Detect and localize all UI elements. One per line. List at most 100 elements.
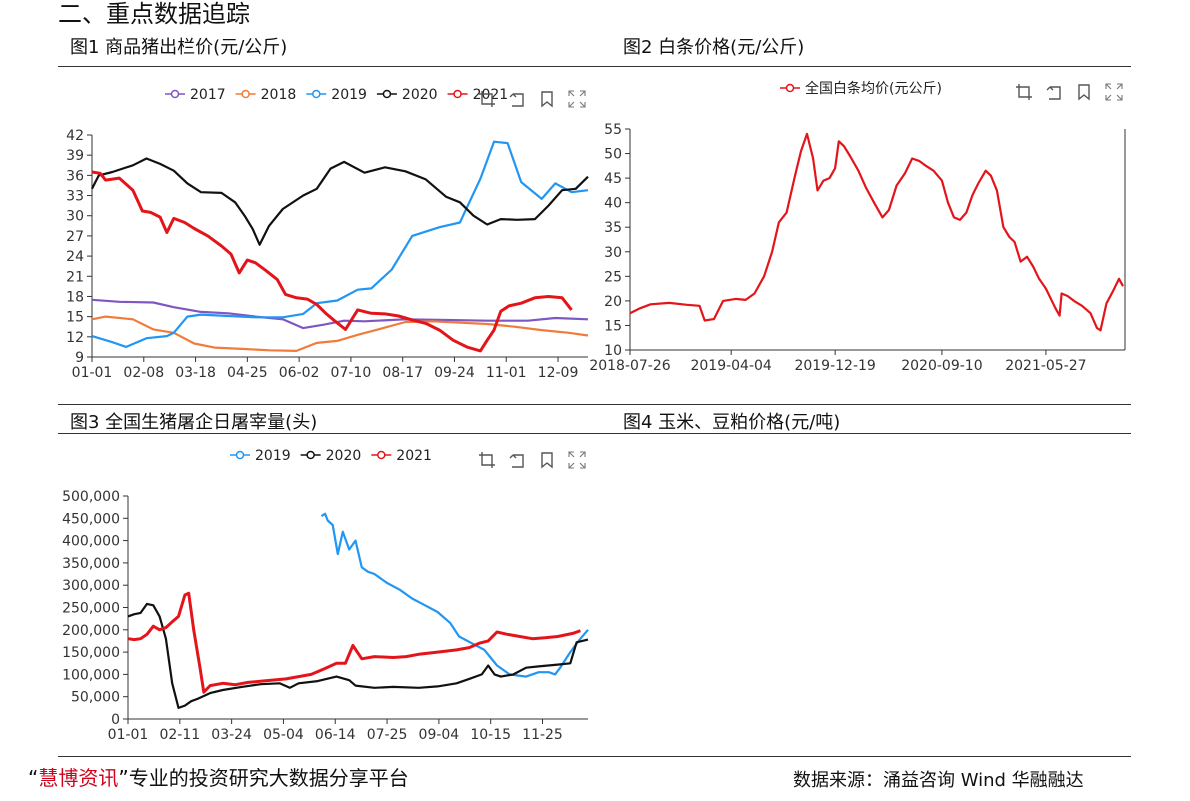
footer-brand-line: “慧博资讯”专业的投资研究大数据分享平台 (28, 762, 409, 791)
y-tick-label: 18 (66, 289, 84, 305)
series-line-全国白条均价(元公斤)[interactable] (629, 132, 1124, 332)
y-tick-label: 15 (66, 310, 84, 326)
y-tick-label: 30 (604, 245, 622, 261)
x-tick-label: 10-15 (470, 727, 511, 743)
crop-icon[interactable] (478, 451, 496, 469)
bookmark-icon[interactable] (1075, 83, 1093, 101)
expand-icon[interactable] (1105, 83, 1123, 101)
divider-middle-top (58, 404, 1131, 405)
expand-icon[interactable] (568, 451, 586, 469)
fig3-chart: 0 50,000 100,000 150,000 200,000 250,000 300,0… (62, 448, 589, 743)
x-tick-label: 03-24 (211, 727, 252, 743)
x-tick-label: 07-10 (331, 365, 372, 381)
y-tick-label: 9 (75, 350, 84, 366)
legend-item[interactable]: 2019 (230, 448, 291, 464)
x-tick-label: 09-04 (419, 727, 460, 743)
y-tick-label: 12 (66, 330, 84, 346)
legend-swatch-marker (241, 89, 250, 99)
y-tick-label: 21 (66, 269, 84, 285)
fig1-legend: 2017 2018 2019 2020 2021 (165, 87, 508, 103)
section-title: 二、重点数据追踪 (58, 0, 250, 28)
y-tick-label: 39 (66, 148, 84, 164)
fig2-title: 图2 白条价格(元/公斤) (623, 37, 805, 58)
fig4-title: 图4 玉米、豆粕价格(元/吨) (623, 412, 841, 433)
fig3-legend: 2019 2020 2021 (230, 448, 432, 464)
legend-item[interactable]: 全国白条均价(元公斤) (780, 80, 942, 97)
legend-item[interactable]: 2020 (300, 448, 362, 464)
undo-icon[interactable] (508, 451, 526, 469)
series-line-2020[interactable] (91, 157, 589, 246)
x-tick-label: 11-25 (522, 727, 563, 743)
x-tick-label: 06-14 (315, 727, 356, 743)
brand-name[interactable]: 慧博资讯 (38, 766, 119, 790)
y-tick-label: 200,000 (62, 623, 120, 639)
series-line-2020[interactable] (127, 602, 589, 709)
legend-swatch-marker (453, 89, 462, 99)
legend-label: 2020 (402, 87, 438, 103)
legend-label: 全国白条均价(元公斤) (805, 80, 942, 97)
series-line-2019[interactable] (91, 140, 589, 348)
legend-swatch-marker (382, 89, 392, 99)
fig3-title: 图3 全国生猪屠企日屠宰量(头) (70, 412, 318, 433)
series-line-2021[interactable] (127, 591, 581, 694)
fig1-title: 图1 商品猪出栏价(元/公斤) (70, 37, 288, 58)
legend-label: 2019 (255, 448, 291, 464)
brand-slogan: 专业的投资研究大数据分享平台 (128, 766, 409, 790)
x-tick-label: 12-09 (538, 365, 579, 381)
y-tick-label: 450,000 (62, 511, 120, 527)
y-tick-label: 36 (66, 168, 84, 184)
expand-icon[interactable] (568, 90, 586, 108)
divider-top (58, 66, 1131, 67)
bookmark-icon[interactable] (538, 90, 556, 108)
y-tick-label: 400,000 (62, 534, 120, 550)
x-tick-label: 04-25 (227, 365, 268, 381)
y-tick-label: 25 (604, 269, 622, 285)
x-tick-label: 01-01 (72, 365, 113, 381)
series-line-2019[interactable] (320, 512, 589, 678)
legend-swatch-marker (306, 450, 315, 460)
quote-open: “ (28, 766, 39, 790)
x-tick-label: 07-25 (367, 727, 408, 743)
y-tick-label: 0 (111, 712, 120, 728)
y-tick-label: 100,000 (62, 667, 120, 683)
series-line-2017[interactable] (91, 298, 589, 330)
y-tick-label: 33 (66, 189, 84, 205)
undo-icon[interactable] (1045, 83, 1063, 101)
x-tick-label: 2021-05-27 (1005, 358, 1086, 374)
divider-bottom (58, 756, 1131, 757)
legend-item[interactable]: 2018 (235, 87, 297, 103)
series-line-2021[interactable] (91, 170, 573, 353)
fig3-toolbar (478, 451, 586, 469)
y-tick-label: 50,000 (71, 690, 120, 706)
crop-icon[interactable] (1015, 83, 1033, 101)
y-tick-label: 35 (604, 220, 622, 236)
legend-swatch-marker (312, 89, 321, 99)
legend-swatch-marker (377, 450, 386, 460)
y-tick-label: 250,000 (62, 601, 120, 617)
undo-icon[interactable] (508, 90, 526, 108)
legend-label: 2021 (396, 448, 432, 464)
y-tick-label: 27 (66, 229, 84, 245)
fig1-chart: 9 12 15 18 21 24 27 30 33 36 39 42 01-01 02-08 03-18 04… (66, 87, 589, 381)
x-tick-label: 03-18 (175, 365, 216, 381)
y-tick-label: 15 (604, 318, 622, 334)
legend-label: 2020 (326, 448, 362, 464)
crop-icon[interactable] (478, 90, 496, 108)
legend-swatch-marker (235, 450, 245, 460)
y-tick-label: 55 (604, 122, 622, 138)
divider-middle-bottom (58, 433, 1131, 434)
legend-item[interactable]: 2017 (165, 87, 226, 103)
y-tick-label: 20 (604, 294, 622, 310)
bookmark-icon[interactable] (538, 451, 556, 469)
quote-close: ” (118, 766, 129, 790)
legend-item[interactable]: 2019 (306, 87, 367, 103)
fig2-chart: 10 15 20 25 30 35 40 45 50 55 2018-07-26 2019-04-04… (590, 80, 1126, 374)
legend-item[interactable]: 2020 (376, 87, 438, 103)
series-line-2018[interactable] (91, 315, 589, 352)
y-tick-label: 24 (66, 249, 84, 265)
legend-item[interactable]: 2021 (371, 448, 432, 464)
y-tick-label: 150,000 (62, 645, 120, 661)
legend-label: 2019 (331, 87, 367, 103)
y-tick-label: 300,000 (62, 578, 120, 594)
x-tick-label: 08-17 (382, 365, 423, 381)
